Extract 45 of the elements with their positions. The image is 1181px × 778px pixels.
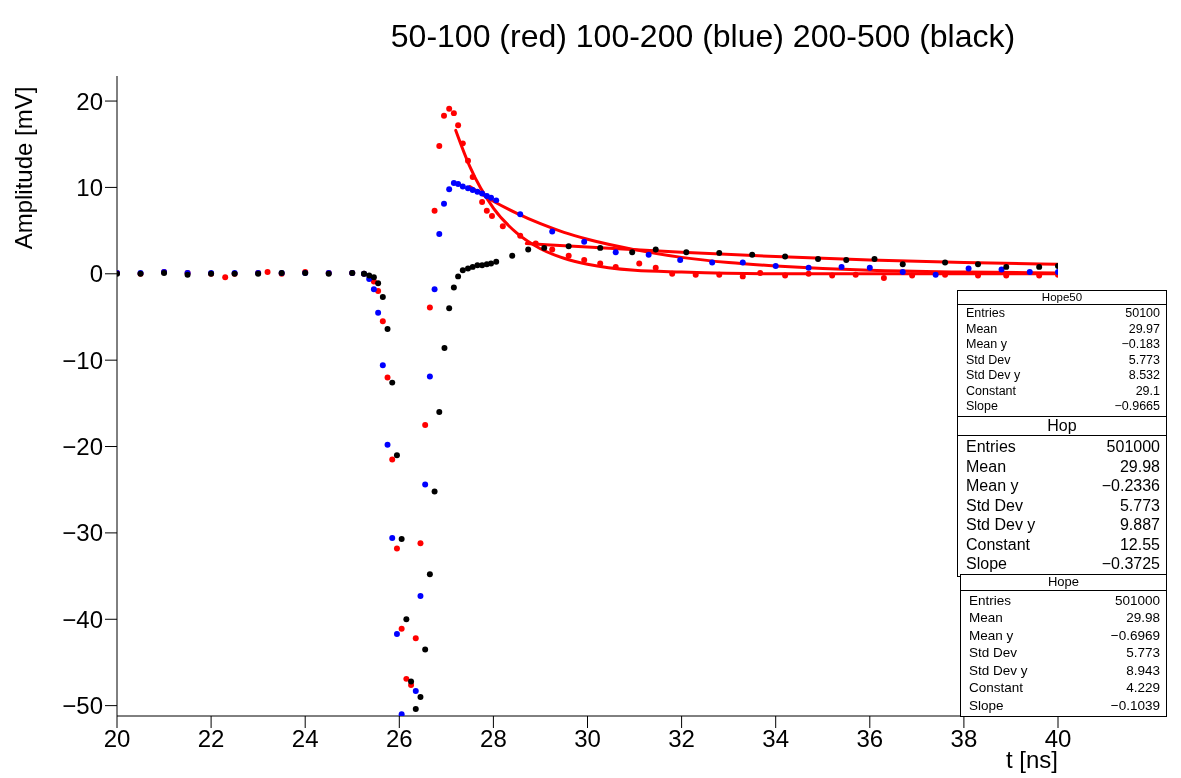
x-tick-label: 36 (856, 725, 884, 753)
y-axis-title: Amplitude [mV] (10, 86, 38, 250)
x-tick-label: 38 (950, 725, 978, 753)
text: Mean y −0.6969 (969, 627, 1160, 643)
y-tick-label: −30 (62, 519, 103, 547)
chart-title: 50-100 (red) 100-200 (blue) 200-500 (black) (389, 18, 1017, 55)
text: Mean y −0.2336 (966, 477, 1160, 495)
text: Mean 29.98 (966, 457, 1160, 475)
text: Constant 12.55 (966, 535, 1160, 553)
text: Std Dev y 8.532 (966, 368, 1160, 383)
text: Mean y −0.183 (966, 337, 1160, 352)
y-tick-label: 10 (76, 173, 103, 201)
x-axis-title: t [ns] (1005, 746, 1058, 774)
annotation: Hope (961, 574, 1166, 591)
text: Slope −0.1039 (969, 697, 1160, 713)
text: Entries 501000 (966, 438, 1160, 456)
annotation: Hope50 (958, 291, 1166, 306)
x-tick-label: 28 (480, 725, 507, 753)
y-tick-label: −50 (62, 692, 103, 720)
x-tick-label: 26 (385, 725, 413, 753)
text: Entries 50100 (966, 306, 1160, 321)
y-tick-label: 0 (89, 260, 103, 288)
y-tick-label: −10 (62, 346, 103, 374)
text: Std Dev 5.773 (966, 496, 1160, 514)
y-tick-label: −40 (62, 605, 103, 633)
annotation: Hop (958, 417, 1166, 437)
text: Slope −0.9665 (966, 399, 1160, 414)
text: Std Dev 5.773 (966, 352, 1160, 367)
text: Slope −0.3725 (966, 555, 1160, 573)
text: Std Dev 5.773 (969, 645, 1160, 661)
x-tick-label: 24 (291, 725, 319, 753)
y-tick-label: 20 (76, 87, 103, 115)
text: Constant 29.1 (966, 383, 1160, 398)
text: Entries 501000 (969, 592, 1160, 608)
x-tick-label: 34 (762, 725, 790, 753)
x-tick-label: 22 (197, 725, 225, 753)
text: Std Dev y 9.887 (966, 516, 1160, 534)
text: Constant 4.229 (969, 680, 1160, 696)
x-tick-label: 32 (668, 725, 695, 753)
text: Std Dev y 8.943 (969, 662, 1160, 678)
x-tick-label: 20 (103, 725, 131, 753)
text: Mean 29.97 (966, 321, 1160, 336)
y-tick-label: −20 (62, 433, 103, 461)
text: Mean 29.98 (969, 610, 1160, 626)
x-tick-label: 30 (574, 725, 601, 753)
